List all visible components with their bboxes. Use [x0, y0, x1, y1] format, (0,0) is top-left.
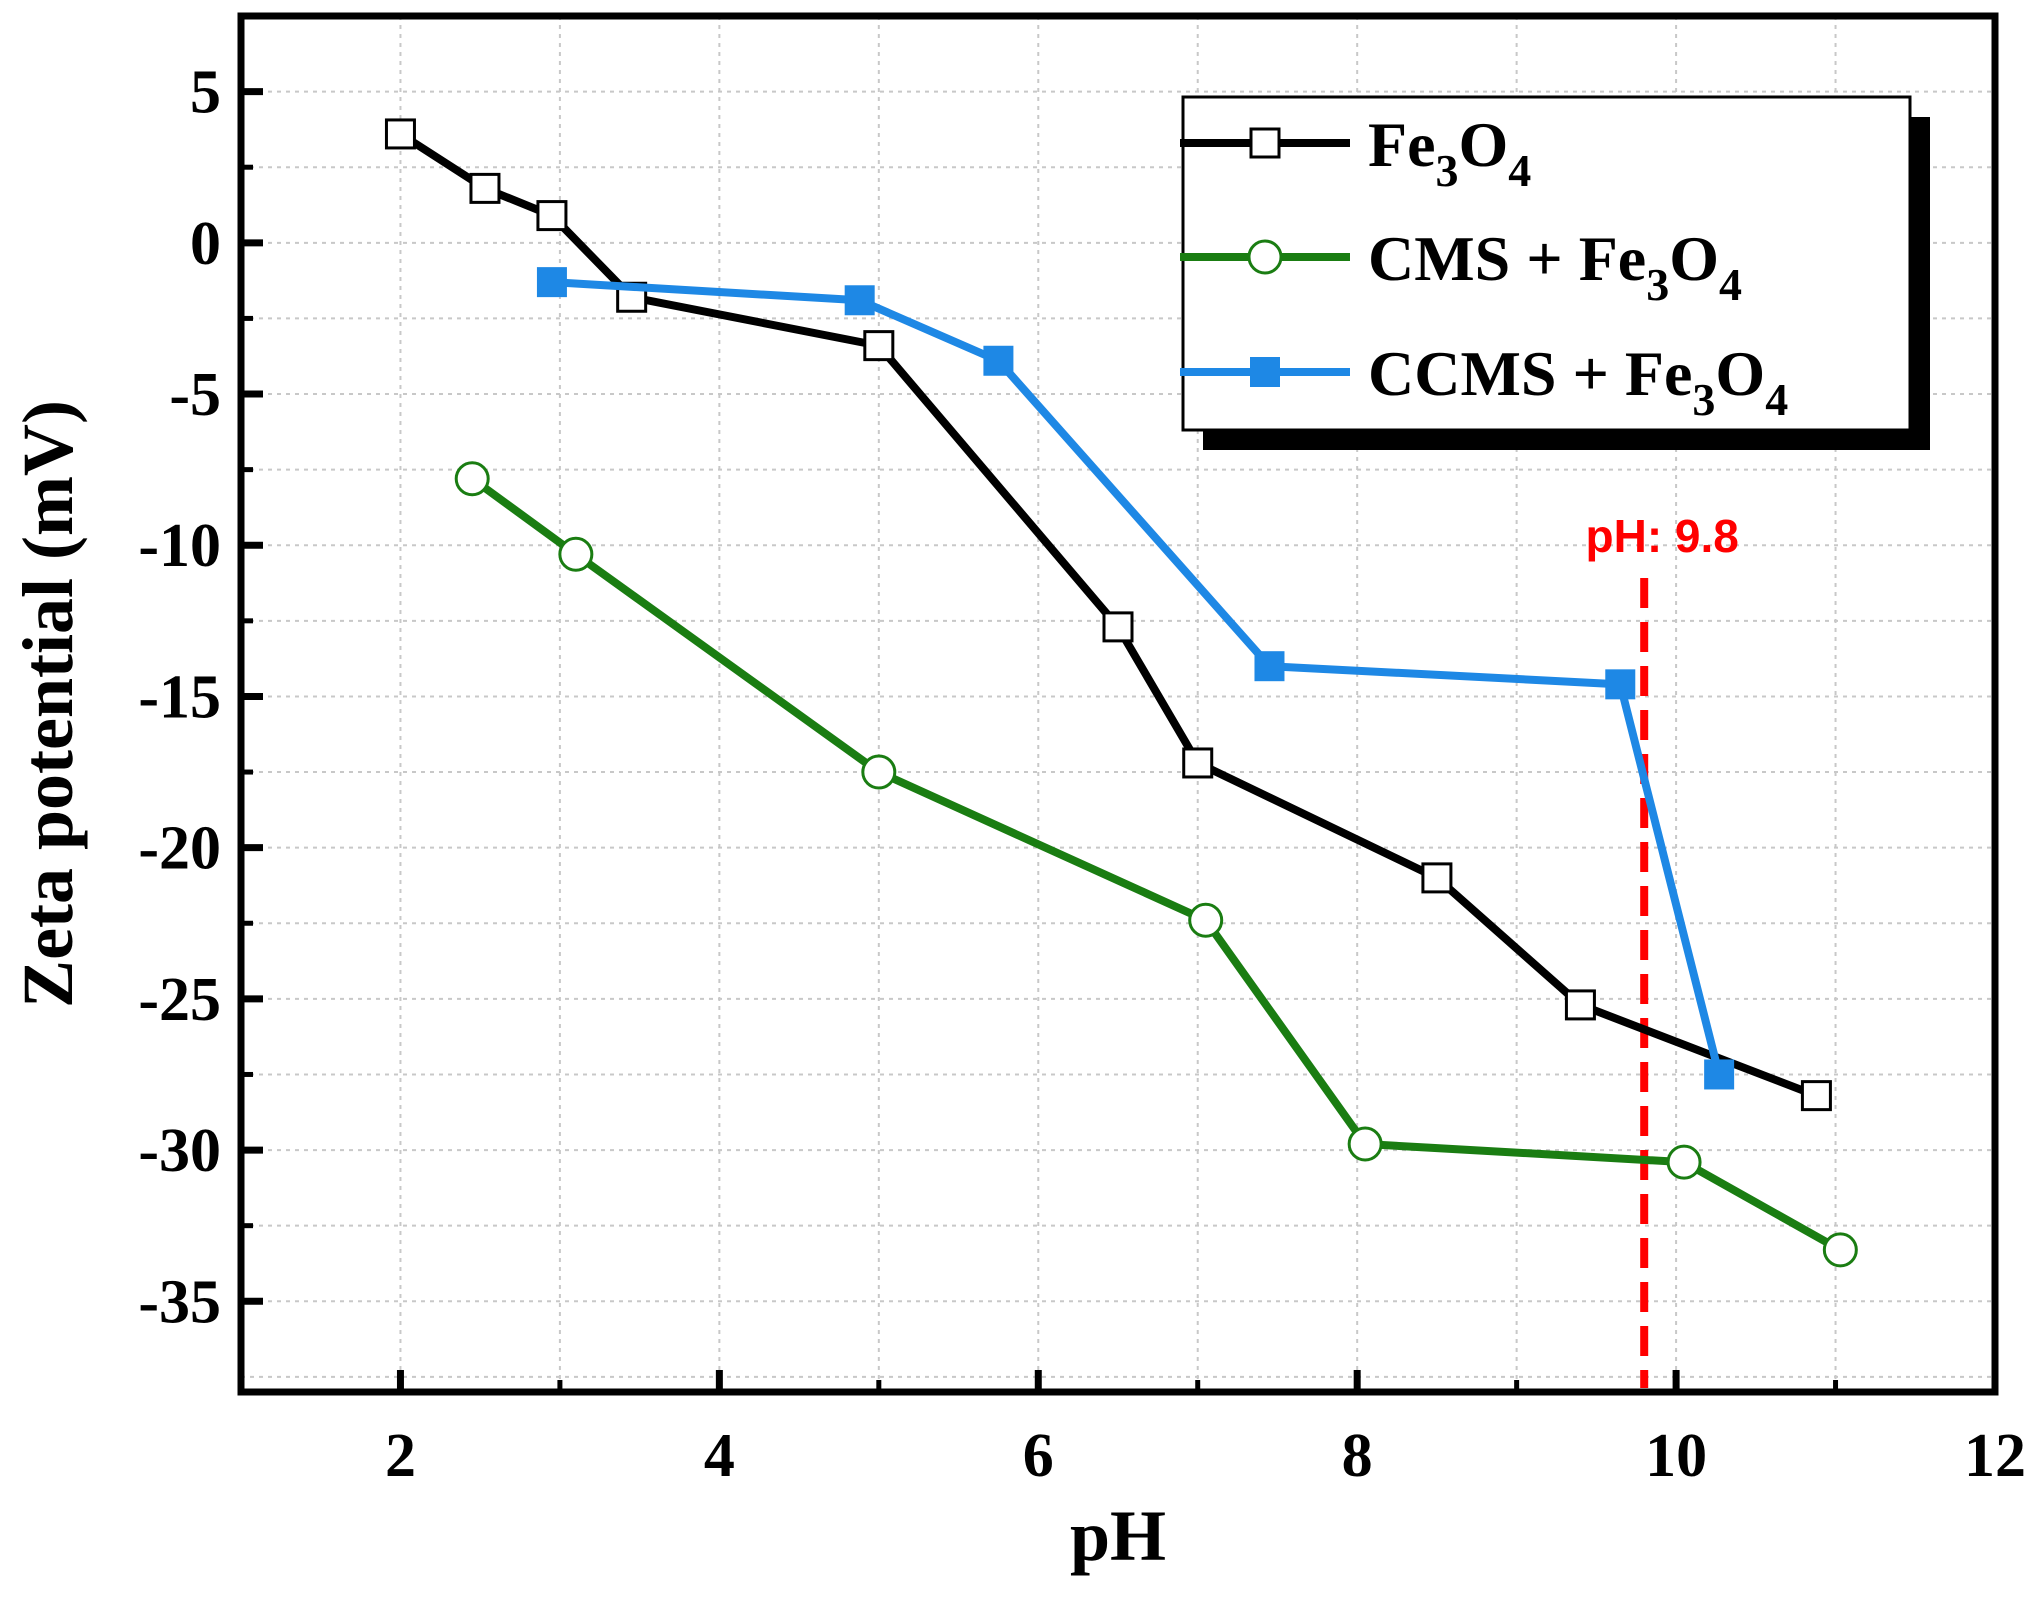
- annotation-layer: pH: 9.8: [1586, 510, 1739, 1388]
- data-point: [1247, 239, 1283, 275]
- data-point: [1666, 1144, 1702, 1180]
- series-line: [398, 130, 1818, 1100]
- data-point: [983, 345, 1014, 376]
- data-point: [863, 330, 895, 362]
- legend: Fe3O4 CMS + Fe3O4 CCMS + Fe3O4: [1180, 95, 1930, 450]
- y-tick-label: 0: [190, 210, 221, 278]
- y-tick-label: 5: [190, 59, 221, 127]
- series-layer: [384, 118, 1858, 1268]
- y-tick-label: -25: [138, 966, 221, 1034]
- y-axis-title: Zeta potential (mV): [8, 400, 88, 1008]
- x-tick-label: 8: [1342, 1422, 1373, 1490]
- data-point: [384, 118, 416, 150]
- series-open-square: [384, 118, 1832, 1112]
- y-tick-label: -15: [138, 663, 221, 731]
- series-filled-square: [536, 267, 1735, 1090]
- data-point: [1254, 651, 1285, 682]
- y-tick-label: -10: [138, 512, 221, 580]
- data-point: [1421, 862, 1453, 894]
- x-tick-label: 4: [704, 1422, 735, 1490]
- data-point: [1704, 1059, 1735, 1090]
- data-point: [469, 172, 501, 204]
- legend-label: CCMS + Fe3O4: [1368, 338, 1788, 425]
- data-point: [861, 754, 897, 790]
- data-point: [1800, 1080, 1832, 1112]
- series-open-circle: [454, 461, 1858, 1268]
- x-tick-label: 12: [1964, 1422, 2026, 1490]
- data-point: [536, 200, 568, 232]
- data-point: [1347, 1126, 1383, 1162]
- plot-frame: [237, 12, 1999, 1396]
- legend-label: Fe3O4: [1368, 109, 1531, 196]
- series-line: [551, 278, 1724, 1076]
- data-point: [1182, 747, 1214, 779]
- data-point: [1605, 669, 1636, 700]
- data-point: [1250, 357, 1280, 387]
- y-tick-label: -5: [169, 361, 221, 429]
- data-point: [844, 285, 875, 316]
- data-point: [1822, 1232, 1858, 1268]
- data-point: [1249, 127, 1281, 159]
- data-point: [1564, 989, 1596, 1021]
- annotation-label: pH: 9.8: [1586, 510, 1739, 562]
- y-tick-label: -20: [138, 815, 221, 883]
- x-tick-label: 6: [1023, 1422, 1054, 1490]
- legend-label: CMS + Fe3O4: [1368, 223, 1742, 310]
- x-axis-title: pH: [1070, 1496, 1166, 1576]
- data-point: [454, 461, 490, 497]
- data-point: [1102, 611, 1134, 643]
- data-point: [536, 267, 567, 298]
- tick-layer: 2 4 6 8 10 12 5 0 -5 -10 -15 -20 -25 -30 -35: [138, 59, 2026, 1490]
- data-point: [558, 536, 594, 572]
- y-tick-label: -30: [138, 1117, 221, 1185]
- data-point: [1188, 902, 1224, 938]
- y-tick-label: -35: [138, 1268, 221, 1336]
- x-tick-label: 2: [385, 1422, 416, 1490]
- x-tick-label: 10: [1645, 1422, 1707, 1490]
